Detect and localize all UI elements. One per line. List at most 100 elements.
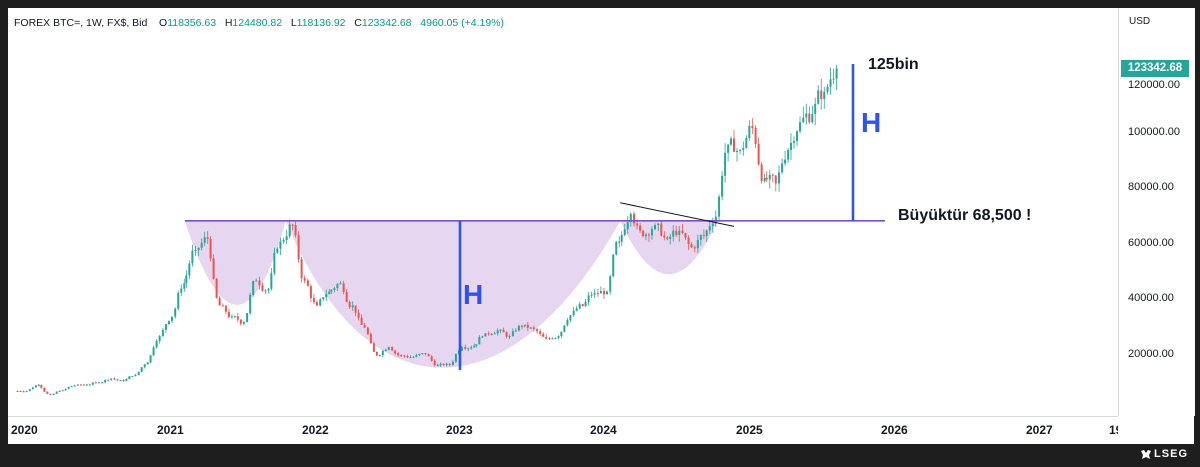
candle-body <box>493 333 496 335</box>
price-axis[interactable]: USD 120000.00 100000.00 80000.00 60000.0… <box>1118 8 1195 416</box>
candle-body <box>599 291 602 294</box>
candle-body <box>264 290 267 292</box>
candle-body <box>131 376 134 378</box>
left-cup-shape <box>184 220 286 305</box>
time-tick-label: 2025 <box>736 423 763 437</box>
candle-body <box>200 242 203 248</box>
candle-body <box>348 301 351 308</box>
candle-body <box>73 385 76 387</box>
candle-body <box>551 338 554 340</box>
candle-body <box>605 291 608 295</box>
price-tick-label: 80000.00 <box>1128 181 1174 193</box>
candle-body <box>70 385 73 387</box>
candle-body <box>203 237 206 243</box>
candle-body <box>789 142 792 151</box>
candle-body <box>548 338 551 340</box>
chart-svg: H H 125bin Büyüktür 68,500 ! <box>16 56 1031 396</box>
candle-body <box>584 301 587 307</box>
candle-body <box>629 213 632 223</box>
candle-body <box>464 347 467 349</box>
candle-body <box>705 230 708 237</box>
candle-body <box>481 336 484 338</box>
candle-body <box>724 152 727 176</box>
candle-body <box>430 356 433 361</box>
time-tick-label: 2023 <box>446 423 473 437</box>
candle-body <box>101 382 104 384</box>
price-tick-label: 100000.00 <box>1128 126 1180 138</box>
chart-plot-area[interactable]: H H 125bin Büyüktür 68,500 ! FOREX BTC=, 1W… <box>8 8 1118 416</box>
candle-body <box>255 280 258 282</box>
candle-body <box>505 332 508 337</box>
brand-label: LSEG <box>1154 448 1188 460</box>
candle-body <box>37 384 40 386</box>
candle-body <box>55 391 58 394</box>
candle-body <box>445 363 448 366</box>
low-value: 118136.92 <box>296 17 346 29</box>
candle-body <box>569 315 572 321</box>
candle-body <box>212 258 215 279</box>
candle-body <box>325 294 328 298</box>
candle-body <box>578 304 581 309</box>
close-value: 123342.68 <box>361 17 412 29</box>
last-price-badge: 123342.68 <box>1121 60 1189 77</box>
candle-body <box>796 131 799 142</box>
candle-body <box>31 387 34 390</box>
candle-body <box>384 349 387 351</box>
candle-body <box>88 384 91 386</box>
candle-body <box>832 78 835 80</box>
candle-body <box>433 360 436 366</box>
candle-body <box>829 79 832 87</box>
candle-body <box>197 247 200 250</box>
candle-body <box>345 292 348 302</box>
candle-body <box>333 288 336 290</box>
candle-body <box>221 305 224 307</box>
candle-body <box>82 384 85 386</box>
candle-body <box>363 324 366 328</box>
candle-body <box>242 322 245 324</box>
candle-body <box>40 384 43 388</box>
handle-trendline <box>620 202 735 227</box>
candle-body <box>490 333 493 335</box>
high-label: H <box>224 17 233 29</box>
candle-body <box>678 230 681 235</box>
candle-body <box>615 241 618 255</box>
time-axis[interactable]: 2020 2021 2022 2023 2024 2025 2026 2027 … <box>8 416 1122 445</box>
candle-body <box>702 235 705 237</box>
candle-body <box>729 138 732 145</box>
candle-body <box>470 347 473 349</box>
candle-body <box>532 327 535 330</box>
target-label: 125bin <box>868 56 919 73</box>
candle-body <box>19 391 22 393</box>
candle-body <box>303 278 306 281</box>
candle-body <box>107 379 110 381</box>
candle-body <box>418 353 421 356</box>
candle-body <box>149 355 152 363</box>
candle-body <box>542 333 545 337</box>
candle-body <box>448 363 451 365</box>
time-tick-label: 2022 <box>302 423 329 437</box>
candle-body <box>742 148 745 151</box>
candle-body <box>581 304 584 307</box>
candle-body <box>387 347 390 350</box>
candle-body <box>424 353 427 355</box>
candle-body <box>517 325 520 331</box>
price-tick-label: 120000.00 <box>1128 79 1180 91</box>
candle-body <box>185 275 188 284</box>
candle-body <box>763 177 766 182</box>
candle-body <box>328 291 331 295</box>
footer-bar: LSEG <box>0 444 1200 467</box>
candle-body <box>58 391 61 393</box>
axis-corner <box>1118 416 1194 444</box>
candle-body <box>306 280 309 287</box>
candle-body <box>64 388 67 391</box>
candle-body <box>572 310 575 316</box>
candle-body <box>526 324 529 328</box>
candle-body <box>696 239 699 249</box>
candle-body <box>557 336 560 338</box>
candle-body <box>566 320 569 326</box>
candle-body <box>454 354 457 362</box>
candle-body <box>34 385 37 388</box>
candle-body <box>267 288 270 291</box>
candle-body <box>745 138 748 149</box>
candle-body <box>596 293 599 295</box>
